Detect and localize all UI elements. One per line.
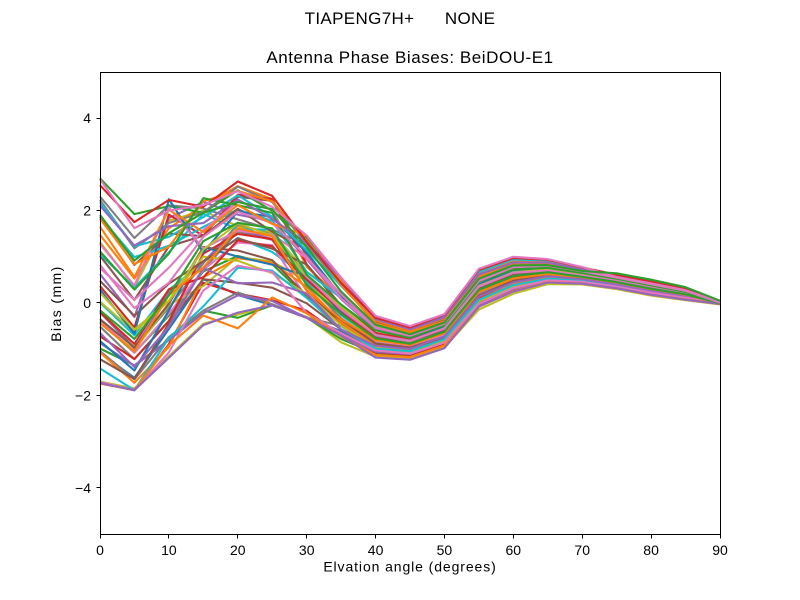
svg-text:−2: −2 <box>75 387 91 403</box>
svg-text:10: 10 <box>161 542 177 558</box>
svg-text:70: 70 <box>574 542 590 558</box>
svg-text:20: 20 <box>230 542 246 558</box>
svg-text:TIAPENG7H+ NONE: TIAPENG7H+ NONE <box>305 9 496 28</box>
svg-text:0: 0 <box>96 542 104 558</box>
svg-text:80: 80 <box>643 542 659 558</box>
svg-text:90: 90 <box>712 542 728 558</box>
svg-text:2: 2 <box>83 203 91 219</box>
svg-text:60: 60 <box>506 542 522 558</box>
svg-text:Bias (mm): Bias (mm) <box>48 265 64 341</box>
svg-text:0: 0 <box>83 295 91 311</box>
svg-text:30: 30 <box>299 542 315 558</box>
svg-text:−4: −4 <box>75 480 91 496</box>
svg-text:40: 40 <box>368 542 384 558</box>
svg-text:4: 4 <box>83 110 91 126</box>
svg-text:Antenna Phase Biases: BeiDOU-E: Antenna Phase Biases: BeiDOU-E1 <box>266 48 553 67</box>
svg-text:Elvation angle (degrees): Elvation angle (degrees) <box>323 559 496 575</box>
svg-text:50: 50 <box>437 542 453 558</box>
